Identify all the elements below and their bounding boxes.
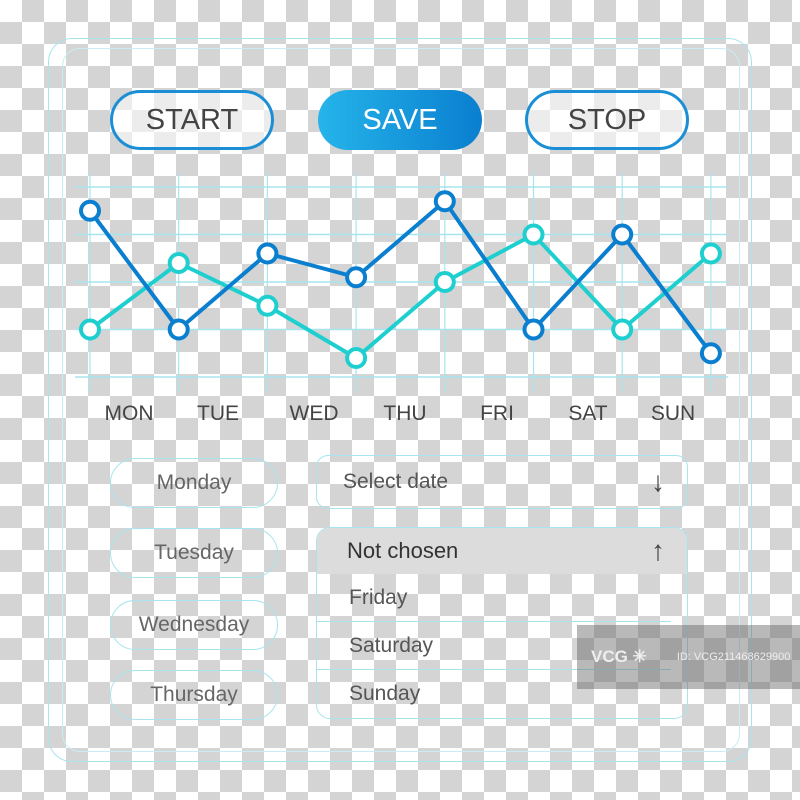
data-point [345,266,368,289]
arrow-down-icon: ↓ [651,466,665,497]
select-date-dropdown[interactable]: Select date ↓ [316,455,688,509]
day-pill-thursday[interactable]: Thursday [110,670,278,720]
series-line [88,199,713,355]
data-point [611,318,634,341]
data-point [522,318,545,341]
series-line [88,232,713,360]
x-tick-label: TUE [197,402,239,425]
start-button[interactable]: START [110,90,274,150]
day-pill-wednesday[interactable]: Wednesday [110,600,278,650]
data-point [167,252,190,274]
dropdown-selected-label: Not chosen [347,538,459,563]
data-point [611,223,634,246]
stop-button[interactable]: STOP [525,90,689,150]
day-pill-tuesday[interactable]: Tuesday [110,528,278,578]
x-tick-label: FRI [480,402,514,425]
panel-inner-frame [62,48,740,752]
data-point [79,318,101,341]
data-point [345,347,368,369]
x-tick-label: THU [383,402,427,425]
watermark: VCG ✳ ID: VCG211468629900 [577,625,800,689]
data-point [522,223,545,246]
data-point [256,294,279,317]
x-tick-label: WED [289,402,339,425]
data-point [167,318,190,341]
day-dropdown-open[interactable]: Not chosen ↑ Friday Saturday Sunday [316,527,688,719]
x-tick-label: SUN [650,402,696,425]
x-tick-label: SAT [568,402,608,425]
data-point [79,199,101,222]
data-point [256,242,279,265]
dropdown-option-saturday[interactable]: Saturday [317,622,671,670]
data-point [433,190,456,213]
data-point [699,342,722,365]
dropdown-option-friday[interactable]: Friday [317,574,671,622]
dropdown-selected[interactable]: Not chosen ↑ [317,528,687,574]
x-tick-label: MON [104,402,154,425]
panel-frame [48,38,752,762]
day-pill-monday[interactable]: Monday [110,458,278,508]
save-button[interactable]: SAVE [318,90,482,150]
select-date-placeholder: Select date [343,470,449,493]
data-point [433,271,456,293]
dropdown-option-sunday[interactable]: Sunday [349,681,421,705]
arrow-up-icon: ↑ [651,535,665,566]
watermark-id: ID: VCG211468629900 [676,651,791,663]
data-point [699,242,722,265]
